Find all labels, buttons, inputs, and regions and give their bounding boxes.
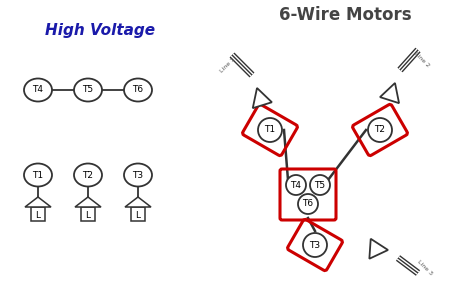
- Polygon shape: [369, 239, 388, 259]
- Ellipse shape: [74, 78, 102, 102]
- Polygon shape: [131, 207, 145, 221]
- Text: T3: T3: [310, 241, 320, 249]
- Circle shape: [298, 194, 318, 214]
- Text: Line 2: Line 2: [413, 52, 430, 69]
- Ellipse shape: [24, 163, 52, 186]
- Circle shape: [310, 175, 330, 195]
- Text: T5: T5: [82, 85, 93, 95]
- Circle shape: [258, 118, 282, 142]
- Ellipse shape: [124, 78, 152, 102]
- Polygon shape: [25, 197, 51, 207]
- Text: T1: T1: [32, 170, 44, 180]
- Text: L: L: [36, 210, 40, 220]
- Polygon shape: [380, 83, 399, 103]
- Text: T6: T6: [132, 85, 144, 95]
- Ellipse shape: [124, 163, 152, 186]
- Circle shape: [368, 118, 392, 142]
- Polygon shape: [81, 207, 95, 221]
- Circle shape: [286, 175, 306, 195]
- Text: T1: T1: [264, 125, 275, 135]
- Text: L: L: [136, 210, 140, 220]
- Text: L: L: [85, 210, 91, 220]
- Text: T4: T4: [291, 181, 301, 189]
- Ellipse shape: [74, 163, 102, 186]
- Text: T4: T4: [33, 85, 44, 95]
- Text: T3: T3: [132, 170, 144, 180]
- Text: Line 1: Line 1: [219, 56, 237, 74]
- Circle shape: [303, 233, 327, 257]
- Polygon shape: [125, 197, 151, 207]
- Polygon shape: [31, 207, 45, 221]
- Text: 6-Wire Motors: 6-Wire Motors: [279, 6, 411, 24]
- Ellipse shape: [24, 78, 52, 102]
- Polygon shape: [253, 88, 272, 108]
- Polygon shape: [75, 197, 101, 207]
- Text: T6: T6: [302, 199, 314, 209]
- Text: T2: T2: [374, 125, 385, 135]
- Text: Line 3: Line 3: [417, 260, 434, 277]
- Text: T2: T2: [82, 170, 93, 180]
- Text: T5: T5: [314, 181, 326, 189]
- Text: High Voltage: High Voltage: [45, 23, 155, 38]
